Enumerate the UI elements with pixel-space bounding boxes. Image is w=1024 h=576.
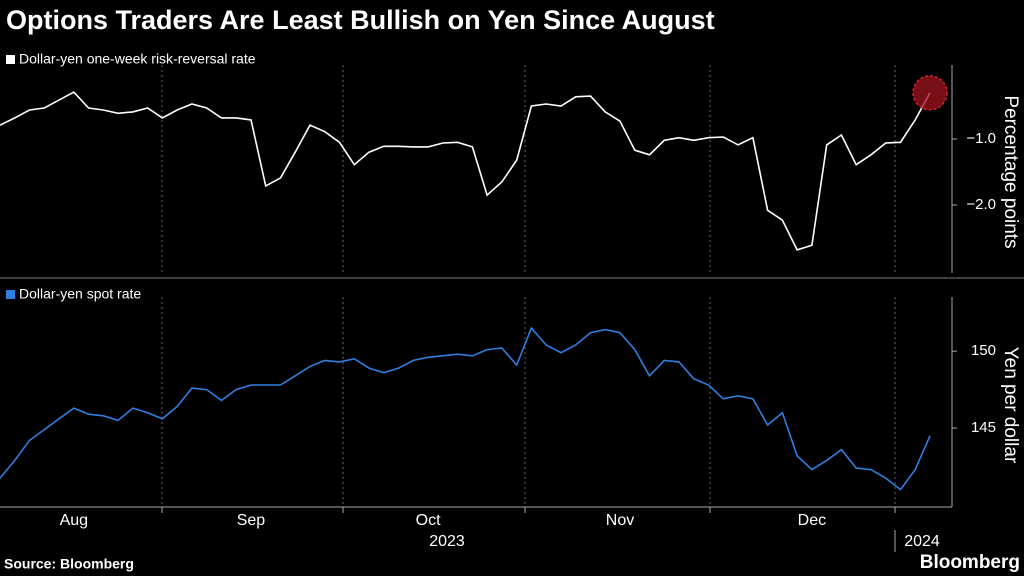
y-tick-label: −2.0 [966, 196, 996, 213]
x-tick-label: Nov [606, 512, 634, 529]
legend-swatch [6, 290, 15, 299]
y-tick-label: 145 [971, 419, 996, 436]
x-tick-label: Oct [416, 512, 441, 529]
x-tick-label: Aug [60, 512, 88, 529]
chart-title: Options Traders Are Least Bullish on Yen… [6, 5, 715, 35]
logo: Bloomberg [920, 552, 1020, 573]
y-tick-label: −1.0 [966, 130, 996, 147]
x-tick-label: Sep [237, 512, 266, 529]
y-tick-label: 150 [971, 342, 996, 359]
data-line [0, 326, 931, 491]
highlight-circle [912, 75, 948, 111]
legend-swatch [6, 55, 15, 64]
source: Source: Bloomberg [4, 556, 134, 572]
data-line [0, 91, 931, 251]
x-tick-label: Dec [798, 512, 826, 529]
x-year-label: 2023 [429, 533, 465, 550]
legend-label: Dollar-yen spot rate [19, 286, 141, 302]
legend-label: Dollar-yen one-week risk-reversal rate [19, 51, 256, 67]
y-axis-title: Percentage points [1000, 95, 1021, 248]
y-axis-title: Yen per dollar [1000, 347, 1021, 464]
x-year-label: 2024 [904, 533, 940, 550]
